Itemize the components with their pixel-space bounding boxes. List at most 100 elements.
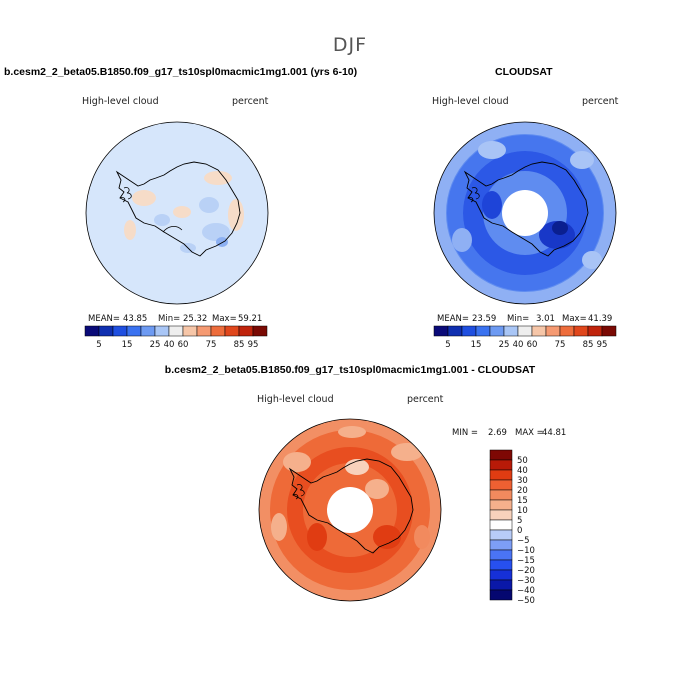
colorbar-tick-label: 60 (527, 340, 538, 350)
colorbar-tick-label: 25 (499, 340, 510, 350)
panel1-min-label: Min= (158, 314, 181, 324)
panel1-title: b.cesm2_2_beta05.B1850.f09_g17_ts10spl0m… (4, 66, 358, 78)
colorbar-tick-label: 15 (471, 340, 482, 350)
colorbar-tick-label: 20 (517, 486, 528, 496)
colorbar-swatch (112, 325, 128, 337)
panel3-max-label: MAX = (515, 428, 544, 438)
field-patch (373, 525, 401, 549)
colorbar-tick-label: 40 (513, 340, 524, 350)
panel3-map (258, 418, 442, 602)
field-patch (452, 228, 472, 252)
colorbar-swatch (601, 325, 617, 337)
panel2-variable-label: High-level cloud (432, 96, 509, 107)
colorbar-swatch (461, 325, 477, 337)
panel2-field-patches (452, 141, 602, 269)
colorbar-swatch (489, 449, 513, 461)
colorbar-swatch (587, 325, 603, 337)
colorbar-tick-label: 95 (597, 340, 608, 350)
panel2-mean-label: MEAN= (437, 314, 469, 324)
colorbar-swatch (224, 325, 240, 337)
colorbar-tick-label: 95 (248, 340, 259, 350)
panel2-min-label: Min= (507, 314, 530, 324)
colorbar-swatch (489, 469, 513, 481)
panel2-field-ring (463, 151, 587, 275)
colorbar-swatch (238, 325, 254, 337)
colorbar-swatch (252, 325, 268, 337)
colorbar-tick-label: 75 (206, 340, 217, 350)
panel2-min-value: 3.01 (536, 314, 555, 324)
colorbar-swatch (98, 325, 114, 337)
field-patch (391, 443, 423, 461)
panel3-map-border (258, 418, 442, 602)
field-patch (199, 197, 219, 213)
panel2-colorbar: 5 15 25 40 60 75 85 95 (433, 325, 617, 350)
colorbar-swatch (182, 325, 198, 337)
colorbar-tick-label: 15 (517, 496, 528, 506)
panel2-units-label: percent (582, 96, 619, 107)
field-patch (132, 190, 156, 206)
field-patch (338, 426, 366, 438)
colorbar-swatch (489, 519, 513, 531)
panel1-map-border (85, 121, 269, 305)
panel1-map (85, 121, 269, 305)
panel3-missing-data-hole (327, 487, 373, 533)
panel3-max-value: 44.81 (542, 428, 567, 438)
colorbar-swatch (489, 489, 513, 501)
field-patch (478, 141, 506, 159)
panel1-mean-value: 43.85 (123, 314, 148, 324)
field-patch (582, 251, 602, 269)
colorbar-swatch (489, 559, 513, 571)
antarctica-coastline (115, 161, 241, 257)
colorbar-swatch (503, 325, 519, 337)
colorbar-swatch (447, 325, 463, 337)
colorbar-tick-label: 40 (164, 340, 175, 350)
panel2-max-label: Max= (562, 314, 587, 324)
field-patch (345, 459, 369, 475)
colorbar-swatch (168, 325, 184, 337)
colorbar-swatch (126, 325, 142, 337)
field-patch (124, 220, 136, 240)
panel3-title: b.cesm2_2_beta05.B1850.f09_g17_ts10spl0m… (164, 364, 536, 376)
panel1-min-value: 25.32 (183, 314, 208, 324)
field-patch (228, 199, 244, 231)
panel1-units-label: percent (232, 96, 269, 107)
colorbar-tick-label: 0 (517, 526, 522, 536)
colorbar-tick-label: 15 (122, 340, 133, 350)
colorbar-swatch (559, 325, 575, 337)
panel2-map (433, 121, 617, 305)
colorbar-tick-label: −15 (517, 556, 535, 566)
colorbar-swatch (84, 325, 100, 337)
field-patch (204, 171, 232, 185)
colorbar-swatch (140, 325, 156, 337)
colorbar-tick-label: 30 (517, 476, 528, 486)
field-patch (365, 479, 389, 499)
colorbar-swatch (196, 325, 212, 337)
field-patch (482, 191, 502, 219)
colorbar-tick-label: 5 (517, 516, 522, 526)
colorbar-tick-label: −10 (517, 546, 535, 556)
panel1-variable-label: High-level cloud (82, 96, 159, 107)
colorbar-tick-label: −50 (517, 596, 535, 606)
colorbar-swatch (573, 325, 589, 337)
panel3-units-label: percent (407, 394, 444, 405)
panel1-max-label: Max= (212, 314, 237, 324)
colorbar-tick-label: 10 (517, 506, 528, 516)
panel3-min-label: MIN = (452, 428, 479, 438)
colorbar-swatch (210, 325, 226, 337)
colorbar-swatch (433, 325, 449, 337)
colorbar-swatch (517, 325, 533, 337)
panel3-field-ring (259, 419, 441, 601)
colorbar-swatch (489, 569, 513, 581)
field-patch (552, 221, 568, 235)
field-patch (271, 513, 287, 541)
colorbar-tick-label: −5 (517, 536, 530, 546)
colorbar-tick-label: 5 (445, 340, 450, 350)
colorbar-swatch (489, 589, 513, 601)
panel3-min-value: 2.69 (488, 428, 507, 438)
panel3-field-patches (271, 426, 430, 551)
antarctica-coastline (288, 458, 414, 554)
colorbar-tick-label: 40 (517, 466, 528, 476)
field-patch (173, 206, 191, 218)
colorbar-swatch (475, 325, 491, 337)
